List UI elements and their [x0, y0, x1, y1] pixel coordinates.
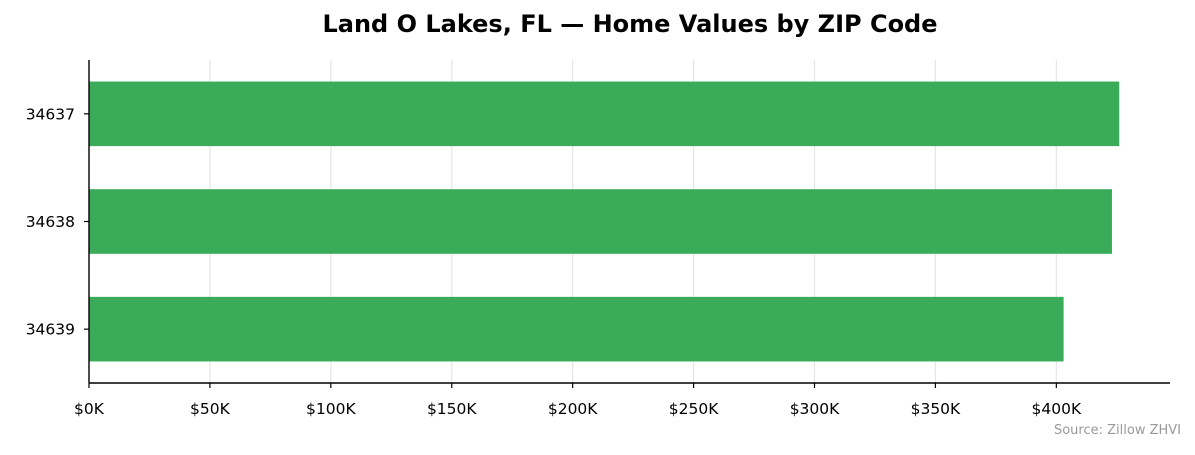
- x-tick-label: $250K: [669, 400, 719, 418]
- chart-title: Land O Lakes, FL — Home Values by ZIP Co…: [322, 10, 938, 38]
- y-tick-label: 34638: [26, 213, 75, 231]
- x-tick-label: $150K: [427, 400, 477, 418]
- x-tick-label: $400K: [1032, 400, 1082, 418]
- x-tick-label: $350K: [911, 400, 961, 418]
- y-ticks: 34637 34638 34639: [26, 105, 89, 339]
- bar-34639: [89, 296, 1064, 362]
- y-tick-label: 34639: [26, 321, 75, 339]
- x-ticks: $0K $50K $100K $150K $200K $250K $300K $350K $40…: [74, 383, 1082, 418]
- bars: [89, 81, 1120, 362]
- bar-34637: [89, 81, 1120, 147]
- x-tick-label: $0K: [74, 400, 105, 418]
- x-tick-label: $200K: [548, 400, 598, 418]
- source-note: Source: Zillow ZHVI: [1053, 423, 1181, 438]
- bar-34638: [89, 189, 1112, 254]
- x-tick-label: $100K: [306, 400, 356, 418]
- x-tick-label: $300K: [790, 400, 840, 418]
- y-tick-label: 34637: [26, 105, 75, 123]
- x-tick-label: $50K: [190, 400, 231, 418]
